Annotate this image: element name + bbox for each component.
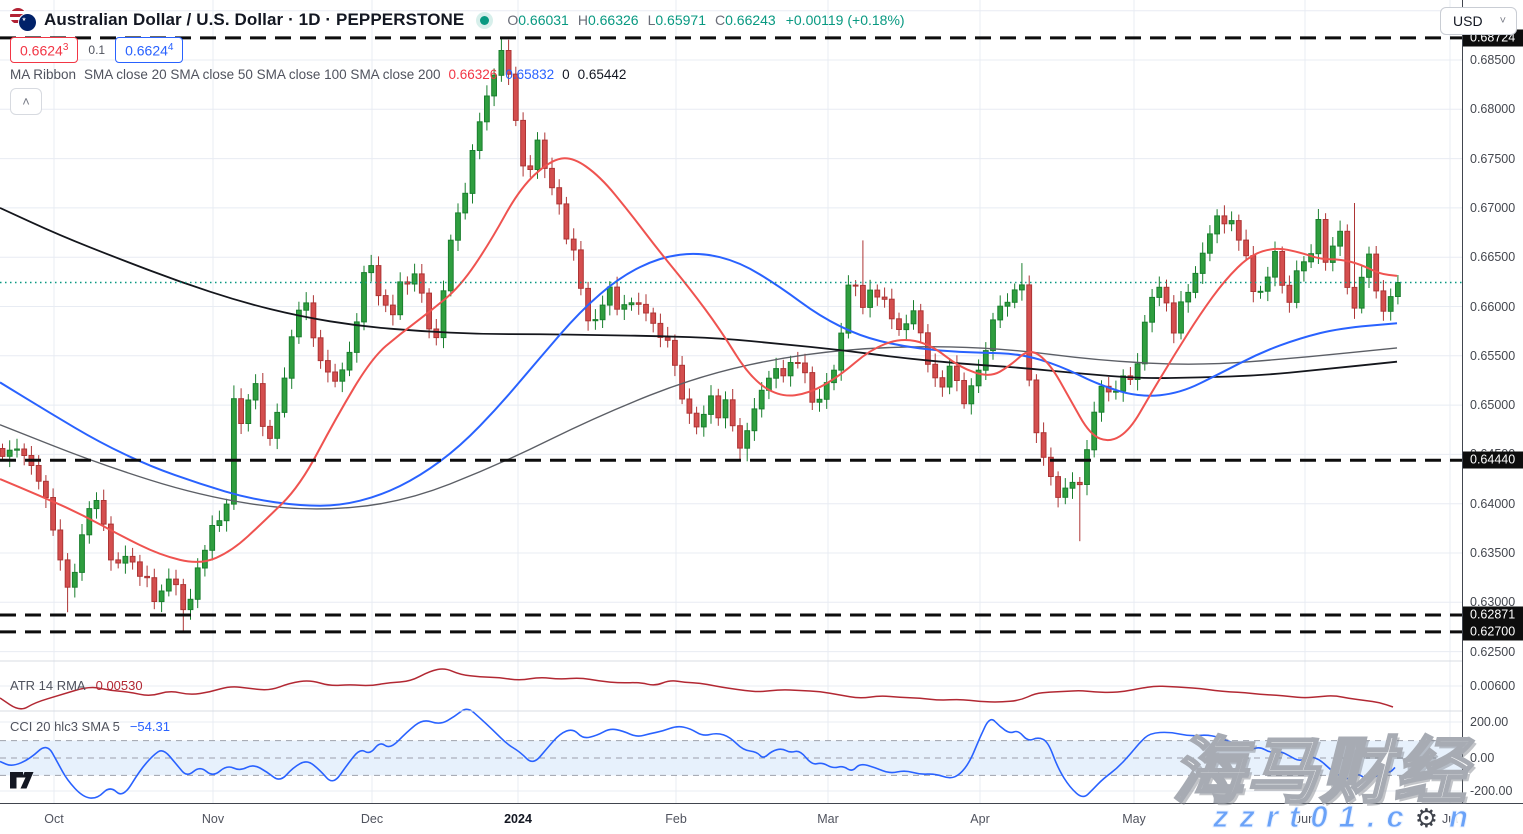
gear-icon: ⚙: [1414, 803, 1450, 833]
ohlc-item: O0.66031: [507, 12, 569, 28]
price-axis-label: 0.63000: [1470, 595, 1516, 609]
cci-value: −54.31: [129, 719, 170, 734]
watermark-url: zzrt01.c⚙n: [1213, 799, 1479, 834]
tradingview-logo[interactable]: [10, 772, 38, 792]
sma50-value: 0.65832: [505, 67, 555, 82]
cci-legend[interactable]: CCI 20 hlc3 SMA 5 −54.31: [10, 719, 170, 734]
time-axis-label: Oct: [44, 812, 64, 826]
atr-label: ATR 14 RMA: [10, 678, 86, 693]
price-axis[interactable]: 0.68500 0.68000 0.67500 0.67000 0.66500 0.660…: [1462, 0, 1523, 803]
sma200-value: 0.65442: [577, 67, 627, 82]
collapse-indicator-button[interactable]: ˄: [10, 88, 42, 115]
price-axis-label: 0.65000: [1470, 398, 1516, 412]
time-axis-label: Mar: [817, 812, 839, 826]
spread-value: 0.1: [86, 41, 108, 58]
indicator-axis-label: 0.00600: [1470, 679, 1516, 693]
sell-price-button[interactable]: 0.66243: [10, 37, 79, 63]
indicator-axis-label: -200.00: [1470, 784, 1513, 798]
price-axis-label: 0.68500: [1470, 53, 1516, 67]
atr-legend[interactable]: ATR 14 RMA 0.00530: [10, 678, 143, 693]
level-price-label: 0.62871: [1463, 606, 1523, 624]
sma50-line: [0, 252, 1398, 507]
time-axis-label: Dec: [360, 812, 384, 826]
time-axis[interactable]: Oct Nov Dec 2024 Feb Mar Apr May Jun Jul: [0, 803, 1523, 834]
time-axis-label: May: [1122, 812, 1146, 826]
price-axis-label: 0.63500: [1470, 546, 1516, 560]
candlesticks: [0, 37, 1401, 632]
currency-dropdown[interactable]: USD ˅: [1440, 7, 1517, 35]
ma-ribbon-legend[interactable]: MA Ribbon SMA close 20 SMA close 50 SMA …: [10, 67, 626, 82]
price-axis-label: 0.67500: [1470, 152, 1516, 166]
time-axis-label: Feb: [665, 812, 687, 826]
ohlc-item: L0.65971: [647, 12, 706, 28]
watermark-text-cn: 海马财经: [1171, 728, 1469, 815]
ohlc-item: H0.66326: [577, 12, 639, 28]
market-open-status-icon: [480, 15, 490, 25]
level-price-label: 0.64440: [1463, 451, 1523, 469]
buy-price-button[interactable]: 0.66244: [115, 37, 184, 63]
atr-line: [0, 668, 1394, 710]
price-axis-label: 0.66500: [1470, 250, 1516, 264]
indicator-axis-label: 200.00: [1470, 715, 1509, 729]
time-axis-label: Apr: [970, 812, 990, 826]
time-axis-label: Nov: [201, 812, 225, 826]
price-axis-label: 0.62500: [1470, 645, 1516, 659]
currency-pair-flag-icon: [10, 8, 36, 32]
indicator-axis-label: 0.00: [1470, 751, 1495, 765]
symbol-header: Australian Dollar / U.S. Dollar · 1D · P…: [10, 8, 905, 32]
symbol-title[interactable]: Australian Dollar / U.S. Dollar · 1D · P…: [44, 10, 465, 29]
price-axis-label: 0.66000: [1470, 300, 1516, 314]
cci-line: [0, 708, 1396, 799]
sma100-value: 0: [562, 67, 570, 82]
cci-label: CCI 20 hlc3 SMA 5: [10, 719, 120, 734]
time-axis-label: Jul: [1442, 812, 1458, 826]
sma20-value: 0.66326: [448, 67, 498, 82]
ma-ribbon-params: SMA close 20 SMA close 50 SMA close 100 …: [84, 67, 441, 82]
price-axis-label: 0.68000: [1470, 102, 1516, 116]
time-axis-label: 2024: [504, 812, 532, 826]
price-axis-label: 0.67000: [1470, 201, 1516, 215]
ma-ribbon-title: MA Ribbon: [10, 67, 77, 82]
level-price-label: 0.62700: [1463, 623, 1523, 641]
ohlc-item: C0.66243: [714, 12, 776, 28]
time-axis-label: Jun: [1294, 812, 1316, 826]
quote-row: 0.66243 0.1 0.66244: [10, 37, 184, 63]
currency-dropdown-value: USD: [1453, 13, 1483, 29]
price-axis-label: 0.64000: [1470, 497, 1516, 511]
price-axis-label: 0.65500: [1470, 349, 1516, 363]
ohlc-values: O0.66031 H0.66326 L0.65971 C0.66243: [507, 12, 775, 28]
chevron-down-icon: ˅: [1499, 15, 1506, 27]
sma100-line: [0, 346, 1398, 510]
sma20-line: [0, 157, 1398, 563]
sma200-line: [0, 207, 1398, 379]
price-change: +0.00119 (+0.18%): [785, 12, 905, 28]
atr-value: 0.00530: [95, 678, 143, 693]
